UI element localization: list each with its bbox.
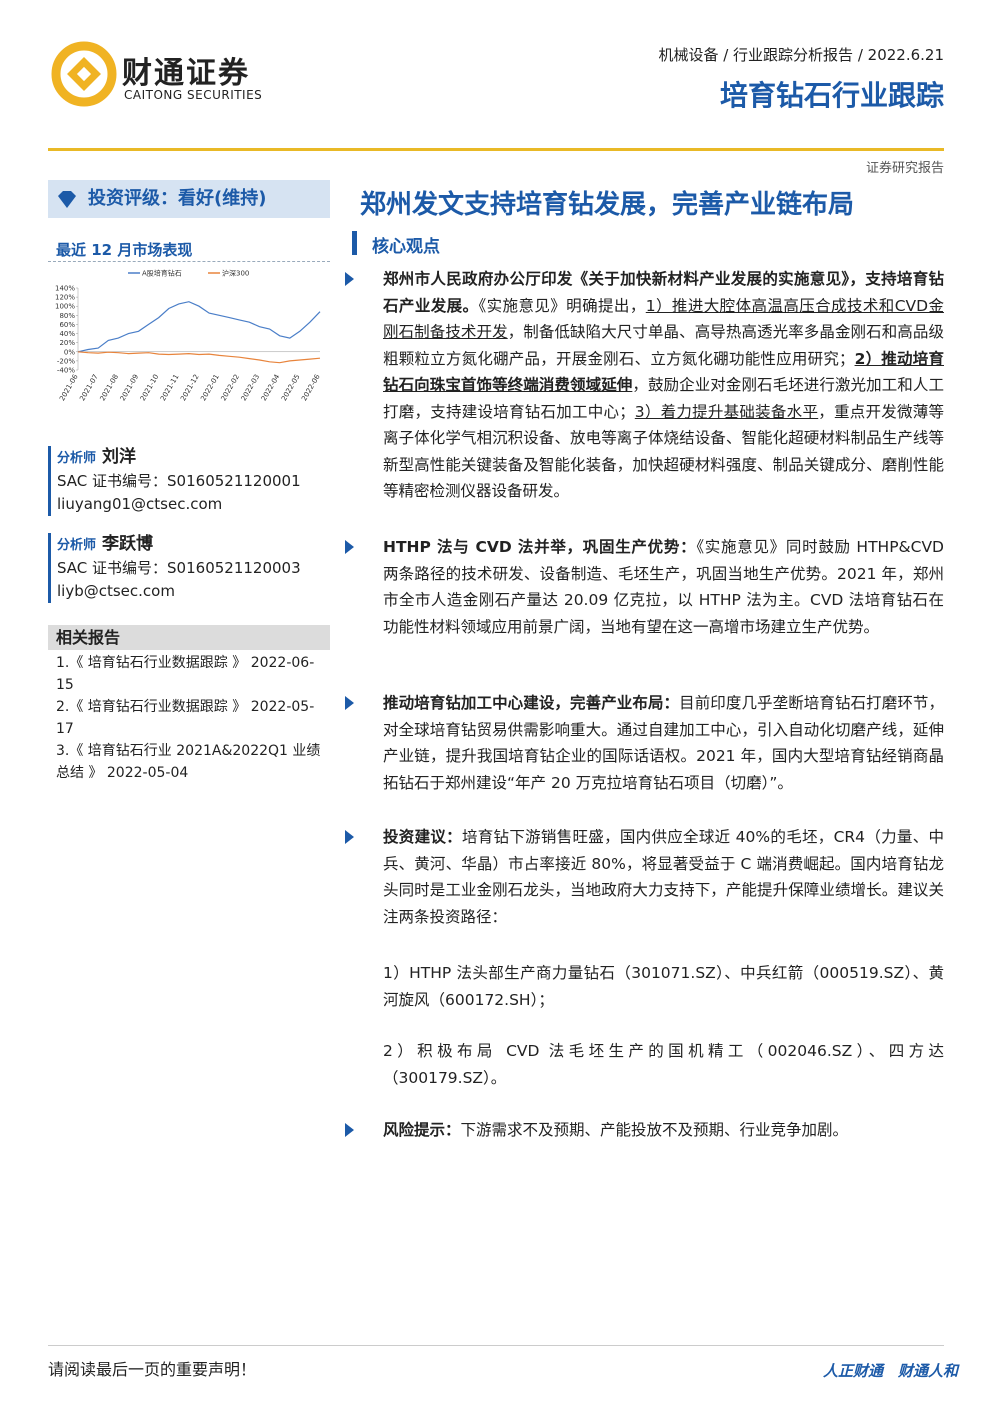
x-tick-label: 2022-03: [240, 373, 262, 402]
logo-subtext: CAITONG SECURITIES: [124, 88, 263, 102]
related-item: 3.《 培育钻石行业 2021A&2022Q1 业绩总结 》 2022-05-0…: [56, 743, 321, 781]
diamond-icon: [58, 191, 76, 208]
y-tick-label: -40%: [57, 367, 75, 375]
market-title: 最近 12 月市场表现: [56, 241, 193, 259]
y-tick-label: 140%: [55, 285, 75, 293]
point-text: 2）推动培育钻石向珠宝首饰等终端消费领域延伸: [383, 349, 944, 395]
x-tick-label: 2021-07: [78, 373, 100, 402]
breadcrumb: 机械设备 / 行业跟踪分析报告 / 2022.6.21: [658, 46, 944, 64]
x-tick-label: 2021-08: [99, 373, 121, 402]
y-tick-label: 40%: [59, 330, 75, 338]
y-tick-label: 20%: [59, 339, 75, 347]
x-tick-label: 2021-10: [139, 373, 161, 402]
point-paragraph: 郑州市人民政府办公厅印发《关于加快新材料产业发展的实施意见》，支持培育钻石产业发…: [383, 266, 944, 505]
analyst-role: 分析师: [57, 451, 97, 466]
point-text: 目前印度几乎垄断培育钻石打磨环节，对全球培育钻贸易供需影响重大。通过自建加工中心…: [383, 694, 944, 792]
point-text: 下游需求不及预期、产能投放不及预期、行业竞争加剧。: [460, 1121, 849, 1139]
bullet-arrow: [345, 830, 354, 844]
section-bar: [352, 231, 357, 255]
y-tick-label: -20%: [57, 357, 75, 365]
point-text: 郑州市人民政府办公厅印发《关于加快新材料产业发展的实施意见》，支持培育钻石产业发…: [383, 270, 944, 315]
bullet-arrow: [345, 1123, 354, 1137]
x-tick-label: 2022-06: [300, 373, 322, 403]
divider: [48, 261, 330, 262]
analyst: 分析师 李跃博 SAC 证书编号：S0160521120003 liyb@ctse…: [48, 533, 330, 603]
point-text: 推动培育钻加工中心建设，完善产业布局：: [383, 694, 680, 712]
bullet-arrow: [345, 540, 354, 554]
x-tick-label: 2022-04: [260, 373, 282, 403]
section-title: 核心观点: [372, 237, 440, 257]
footer-notice: 请阅读最后一页的重要声明！: [48, 1360, 257, 1379]
analyst-sac: SAC 证书编号：S0160521120003: [57, 559, 301, 577]
related-title: 相关报告: [48, 625, 330, 650]
point-text: ，重点开发微薄等离子体化学气相沉积设备、放电等离子体烧结设备、智能化超硬材料制品…: [383, 402, 944, 501]
y-tick-label: 100%: [55, 303, 75, 311]
logo-icon: [51, 41, 117, 107]
bullet-arrow: [345, 272, 354, 286]
main-title: 郑州发文支持培育钻发展，完善产业链布局: [360, 190, 855, 220]
footer-slogan: 人正财通 财通人和: [822, 1362, 958, 1380]
point-paragraph: 风险提示：下游需求不及预期、产能投放不及预期、行业竞争加剧。: [383, 1117, 944, 1144]
y-tick-label: 0%: [64, 348, 75, 356]
legend-label: 沪深300: [222, 269, 249, 278]
point-text: ，鼓励企业对金刚石毛坯进行激光加工和人工打磨，支持建设培育钻石加工中心；: [383, 376, 944, 421]
analyst-role: 分析师: [57, 538, 97, 553]
x-tick-label: 2022-01: [199, 373, 221, 402]
point-subitem: 2）积极布局 CVD 法毛坯生产的国机精工（002046.SZ）、四方达（300…: [383, 1042, 944, 1087]
point-text: ，制备低缺陷大尺寸单晶、高导热高透光率多晶金刚石和高品级粗颗粒立方氮化硼产品，开…: [383, 323, 944, 368]
legend-label: A股培育钻石: [142, 269, 182, 278]
report-type: 证券研究报告: [865, 161, 944, 176]
x-tick-label: 2021-09: [119, 373, 141, 402]
point-subitem: 1）HTHP 法头部生产商力量钻石（301071.SZ）、中兵红箭（000519…: [383, 964, 944, 1009]
bullet-arrow: [345, 696, 354, 710]
analyst-name: 刘洋: [102, 447, 137, 467]
x-tick-label: 2021-11: [159, 373, 181, 402]
point-text: 培育钻下游销售旺盛，国内供应全球近 40%的毛坯，CR4（力量、中兵、黄河、华晶…: [383, 828, 944, 926]
analyst-email: liyb@ctsec.com: [57, 582, 175, 600]
analyst-sac: SAC 证书编号：S0160521120001: [57, 472, 301, 490]
series-line: [77, 351, 321, 364]
divider: [48, 148, 944, 151]
rating-box: 投资评级：看好(维持): [48, 180, 330, 218]
point-text: 《实施意见》明确提出，: [478, 296, 646, 315]
header-title: 培育钻石行业跟踪: [719, 79, 944, 112]
related-item: 1.《 培育钻石行业数据跟踪 》 2022-06-15: [56, 655, 315, 693]
point-paragraph: HTHP 法与 CVD 法并举，巩固生产优势：《实施意见》同时鼓励 HTHP&C…: [383, 534, 944, 640]
related-item: 2.《 培育钻石行业数据跟踪 》 2022-05-17: [56, 699, 315, 737]
point-text: 风险提示：: [383, 1121, 461, 1139]
point-text: 《实施意见》同时鼓励 HTHP&CVD 两条路径的技术研发、设备制造、毛坯生产，…: [383, 538, 944, 636]
divider: [48, 1345, 944, 1346]
point-text: 1）推进大腔体高温高压合成技术和CVD金刚石制备技术开发: [383, 296, 944, 342]
chart: -40% -20%0%20%40%60%80%100%120%140% 2021-0…: [55, 269, 322, 403]
y-tick-label: 60%: [59, 321, 75, 329]
analyst: 分析师 刘洋 SAC 证书编号：S0160521120001 liuyang01@…: [48, 446, 330, 516]
analyst-email: liuyang01@ctsec.com: [57, 495, 223, 513]
y-tick-label: 120%: [55, 294, 75, 302]
series-line: [77, 301, 321, 353]
point-text: 投资建议：: [383, 828, 462, 846]
point-text: 3）着力提升基础装备水平: [634, 402, 819, 421]
x-tick-label: 2022-05: [280, 373, 302, 402]
point-text: HTHP 法与 CVD 法并举，巩固生产优势：: [383, 538, 697, 556]
x-tick-label: 2022-02: [220, 373, 242, 402]
point-paragraph: 投资建议：培育钻下游销售旺盛，国内供应全球近 40%的毛坯，CR4（力量、中兵、…: [383, 824, 944, 930]
y-tick-label: 80%: [59, 312, 75, 320]
x-tick-label: 2021-12: [179, 373, 201, 402]
logo-text: 财通证券: [122, 56, 250, 91]
analyst-name: 李跃博: [102, 534, 154, 554]
x-tick-label: 2021-06: [58, 373, 80, 403]
point-paragraph: 推动培育钻加工中心建设，完善产业布局：目前印度几乎垄断培育钻石打磨环节，对全球培…: [383, 690, 944, 796]
